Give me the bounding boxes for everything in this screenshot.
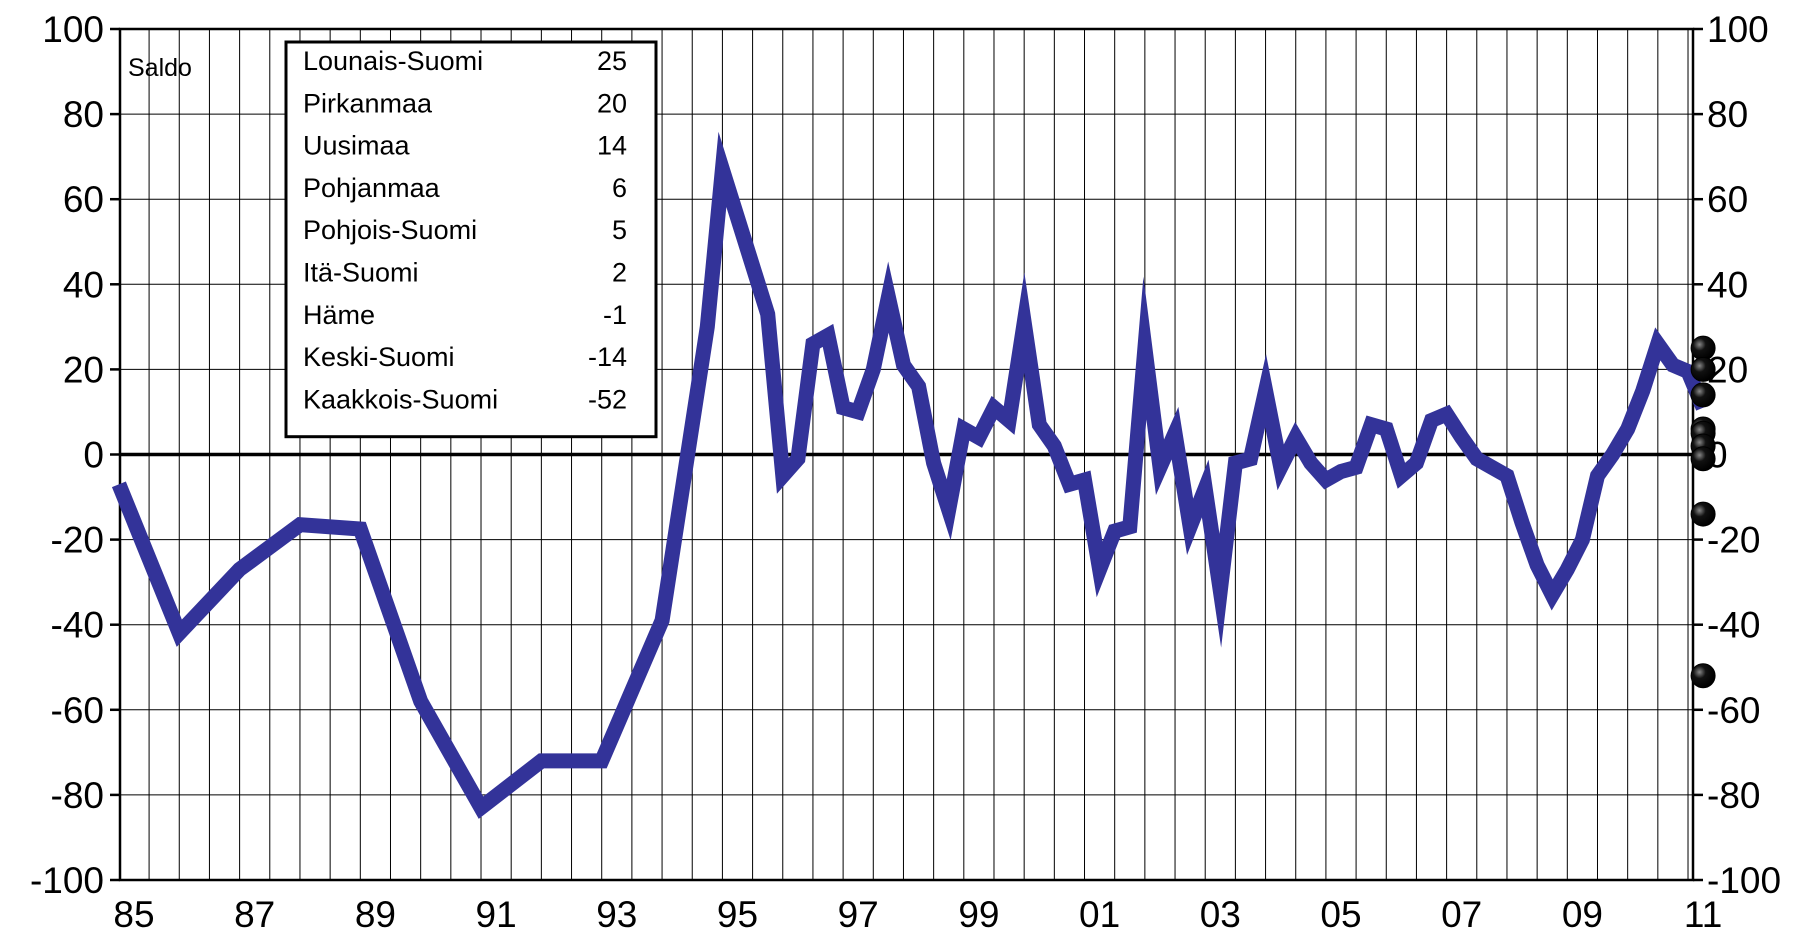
y-tick-label: 100 [1707, 9, 1769, 50]
legend-region-value: -14 [588, 342, 627, 372]
y-tick-label: -40 [51, 605, 104, 646]
legend-region-value: 25 [597, 46, 627, 76]
y-tick-label: -60 [1707, 690, 1760, 731]
series-group [111, 131, 1711, 819]
region-point [1690, 335, 1716, 361]
y-tick-labels-left: 100 80 60 40 20 0 -20 -40 -60 -80 -100 [30, 9, 104, 901]
x-tick-label: 99 [958, 894, 999, 935]
x-tick-label: 87 [234, 894, 275, 935]
y-tick-label: -20 [51, 520, 104, 561]
y-tick-label: 40 [1707, 264, 1748, 305]
y-tick-label: -100 [1707, 860, 1781, 901]
y-tick-label: 0 [83, 435, 104, 476]
x-tick-label: 91 [476, 894, 517, 935]
region-point [1690, 663, 1716, 689]
legend-region-value: 6 [612, 173, 627, 203]
y-tick-label: -40 [1707, 605, 1760, 646]
x-tick-labels: 85 87 89 91 93 95 97 99 01 03 05 07 09 11 [113, 894, 1722, 935]
x-tick-label: 85 [113, 894, 154, 935]
y-tick-label: -80 [1707, 775, 1760, 816]
x-tick-label: 01 [1079, 894, 1120, 935]
legend-region-name: Pirkanmaa [303, 88, 433, 118]
region-points [1690, 335, 1716, 689]
y-axis-label: Saldo [128, 54, 192, 82]
legend-region-value: 5 [612, 215, 627, 245]
region-point [1690, 382, 1716, 408]
legend-region-name: Häme [303, 300, 375, 330]
legend-region-value: 20 [597, 88, 627, 118]
region-point [1690, 446, 1716, 472]
y-tick-label: -80 [51, 775, 104, 816]
x-tick-label: 09 [1562, 894, 1603, 935]
y-tick-label: 100 [42, 9, 104, 50]
legend-region-name: Keski-Suomi [303, 342, 455, 372]
legend-region-name: Kaakkois-Suomi [303, 384, 498, 414]
series-line [111, 131, 1711, 819]
legend-region-name: Uusimaa [303, 131, 411, 161]
x-tick-label: 97 [838, 894, 879, 935]
y-tick-label: 20 [63, 349, 104, 390]
x-tick-label: 03 [1200, 894, 1241, 935]
y-tick-label: 80 [63, 94, 104, 135]
x-tick-label: 95 [717, 894, 758, 935]
y-tick-label: 60 [63, 179, 104, 220]
legend-region-value: 14 [597, 131, 627, 161]
x-tick-label: 05 [1320, 894, 1361, 935]
x-tick-label: 89 [355, 894, 396, 935]
legend-region-value: 2 [612, 258, 627, 288]
legend-region-name: Pohjanmaa [303, 173, 441, 203]
region-point [1690, 501, 1716, 527]
y-tick-label: 60 [1707, 179, 1748, 220]
y-tick-label: -100 [30, 860, 104, 901]
y-tick-label: -20 [1707, 520, 1760, 561]
legend-box [284, 40, 658, 439]
legend-region-value: -1 [603, 300, 627, 330]
region-point [1690, 356, 1716, 382]
x-tick-label: 93 [596, 894, 637, 935]
y-tick-label: 80 [1707, 94, 1748, 135]
y-tick-label: -60 [51, 690, 104, 731]
legend-region-name: Lounais-Suomi [303, 46, 483, 76]
legend-region-name: Itä-Suomi [303, 258, 419, 288]
y-tick-label: 40 [63, 264, 104, 305]
x-tick-label: 07 [1441, 894, 1482, 935]
legend-region-name: Pohjois-Suomi [303, 215, 477, 245]
legend-region-value: -52 [588, 384, 627, 414]
x-tick-label: 11 [1684, 894, 1722, 935]
